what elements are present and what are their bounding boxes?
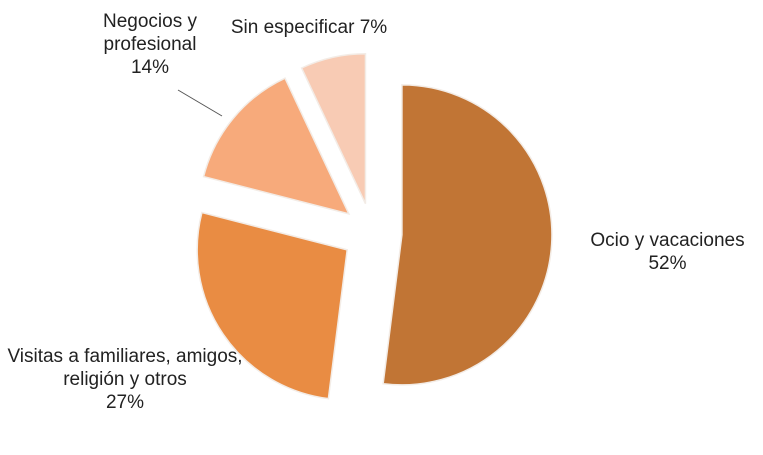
category-label: Negocios y profesional — [103, 11, 197, 55]
pie-slice — [202, 77, 351, 215]
category-label: Visitas a familiares, amigos, religión y… — [7, 346, 243, 390]
value-label: 7% — [359, 17, 388, 38]
slice-label: Visitas a familiares, amigos, religión y… — [5, 345, 245, 414]
pie-slice — [300, 52, 367, 205]
value-label: 52% — [648, 253, 687, 274]
category-label: Ocio y vacaciones — [590, 230, 745, 251]
slice-label: Sin especificar 7% — [214, 16, 404, 39]
category-label: Sin especificar — [230, 17, 355, 38]
slice-label: Negocios y profesional 14% — [80, 10, 220, 79]
value-label: 27% — [105, 392, 145, 413]
pie-slice — [196, 211, 349, 400]
slice-label: Ocio y vacaciones 52% — [575, 229, 760, 275]
leader-line — [177, 89, 223, 117]
pie-slice — [382, 84, 553, 386]
value-label: 14% — [130, 57, 170, 78]
